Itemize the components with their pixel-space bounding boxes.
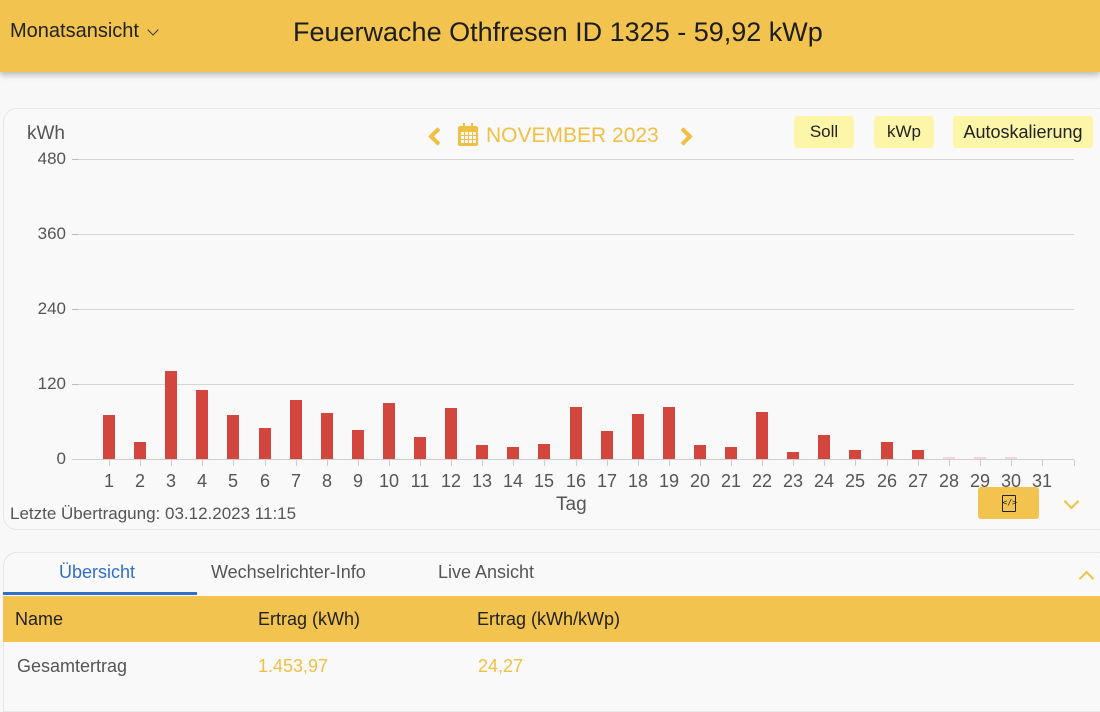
export-button[interactable]: </>	[978, 487, 1039, 519]
table-header	[3, 596, 1100, 642]
view-mode-dropdown[interactable]: Monatsansicht	[10, 20, 159, 43]
kwp-button[interactable]: kWp	[874, 116, 934, 148]
bar-day-7[interactable]	[290, 399, 302, 459]
bar-day-17[interactable]	[601, 430, 613, 459]
view-mode-label: Monatsansicht	[10, 20, 139, 42]
autoscale-button[interactable]: Autoskalierung	[953, 116, 1093, 148]
chevron-left-icon[interactable]	[428, 126, 447, 146]
bar-day-14[interactable]	[507, 446, 519, 459]
bar-day-29[interactable]	[974, 457, 986, 459]
bar-day-23[interactable]	[787, 451, 799, 459]
row-yield-kwp-cell: 24,27	[478, 656, 524, 676]
bar-day-20[interactable]	[694, 444, 706, 459]
soll-button[interactable]: Soll	[794, 116, 854, 148]
tab-overview[interactable]: Übersicht	[59, 562, 136, 582]
bar-day-5[interactable]	[227, 415, 239, 459]
y-axis-unit: kWh	[27, 123, 65, 144]
chevron-down-icon	[147, 23, 159, 36]
bar-day-30[interactable]	[1005, 457, 1017, 459]
bar-day-28[interactable]	[943, 457, 955, 459]
bar-day-12[interactable]	[445, 408, 457, 459]
chevron-right-icon[interactable]	[674, 126, 693, 146]
bar-day-6[interactable]	[259, 427, 271, 459]
bar-day-18[interactable]	[632, 414, 644, 459]
bar-day-11[interactable]	[414, 437, 426, 459]
bar-day-4[interactable]	[196, 389, 208, 459]
bar-day-10[interactable]	[383, 403, 395, 459]
month-navigator: NOVEMBER 2023	[425, 123, 693, 148]
column-header-yield-kwh-kwp: Ertrag (kWh/kWp)	[477, 609, 621, 629]
bar-day-13[interactable]	[476, 444, 488, 459]
column-header-yield-kwh: Ertrag (kWh)	[258, 609, 361, 629]
row-name-cell: Gesamtertrag	[17, 656, 128, 676]
bar-day-21[interactable]	[725, 447, 737, 459]
bar-day-19[interactable]	[663, 407, 675, 459]
bar-day-26[interactable]	[881, 442, 893, 459]
x-axis-title: Tag	[556, 494, 587, 515]
app-header: Monatsansicht Feuerwache Othfresen ID 13…	[0, 0, 1100, 72]
page-title: Feuerwache Othfresen ID 1325 - 59,92 kWp	[293, 17, 823, 47]
bar-day-1[interactable]	[103, 415, 115, 459]
calendar-icon[interactable]	[458, 123, 478, 146]
chart-card	[3, 108, 1100, 530]
bar-day-25[interactable]	[849, 449, 861, 459]
bar-day-16[interactable]	[570, 407, 582, 459]
month-label[interactable]: NOVEMBER 2023	[486, 124, 659, 147]
bar-day-8[interactable]	[321, 412, 333, 459]
file-code-icon: </>	[1001, 494, 1017, 512]
bar-day-9[interactable]	[352, 429, 364, 459]
bar-day-15[interactable]	[538, 444, 550, 459]
last-transmission: Letzte Übertragung: 03.12.2023 11:15	[10, 504, 297, 523]
tab-live-view[interactable]: Live Ansicht	[438, 562, 535, 582]
active-tab-indicator	[3, 592, 197, 595]
bar-day-22[interactable]	[756, 411, 768, 459]
bar-day-3[interactable]	[165, 370, 177, 459]
column-header-name: Name	[15, 609, 64, 629]
bar-day-2[interactable]	[134, 441, 146, 459]
row-yield-kwh-cell: 1.453,97	[258, 656, 329, 676]
bar-day-27[interactable]	[912, 449, 924, 459]
bar-day-24[interactable]	[818, 435, 830, 459]
tab-inverter-info[interactable]: Wechselrichter-Info	[211, 562, 366, 582]
